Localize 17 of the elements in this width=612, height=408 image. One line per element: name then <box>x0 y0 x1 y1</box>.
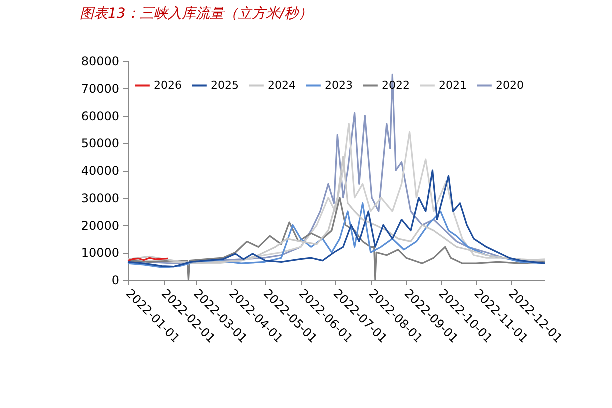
y-tick-label: 50000 <box>81 136 120 151</box>
legend-label: 2020 <box>496 78 524 92</box>
y-tick-label: 40000 <box>81 164 120 178</box>
legend-label: 2021 <box>439 78 467 92</box>
legend-label: 2022 <box>382 78 410 92</box>
legend-label: 2026 <box>154 78 182 92</box>
legend-label: 2024 <box>268 78 296 92</box>
y-tick-label: 70000 <box>81 82 120 96</box>
y-tick-label: 60000 <box>81 109 120 124</box>
y-tick-label: 10000 <box>81 246 120 260</box>
chart-title: 图表13：三峡入库流量（立方米/秒） <box>80 6 313 22</box>
legend-label: 2025 <box>211 78 239 92</box>
legend-label: 2023 <box>325 78 353 92</box>
y-tick-label: 20000 <box>81 218 120 233</box>
y-tick-label: 30000 <box>81 191 120 206</box>
y-tick-label: 0 <box>112 274 120 288</box>
y-tick-label: 80000 <box>81 54 120 68</box>
